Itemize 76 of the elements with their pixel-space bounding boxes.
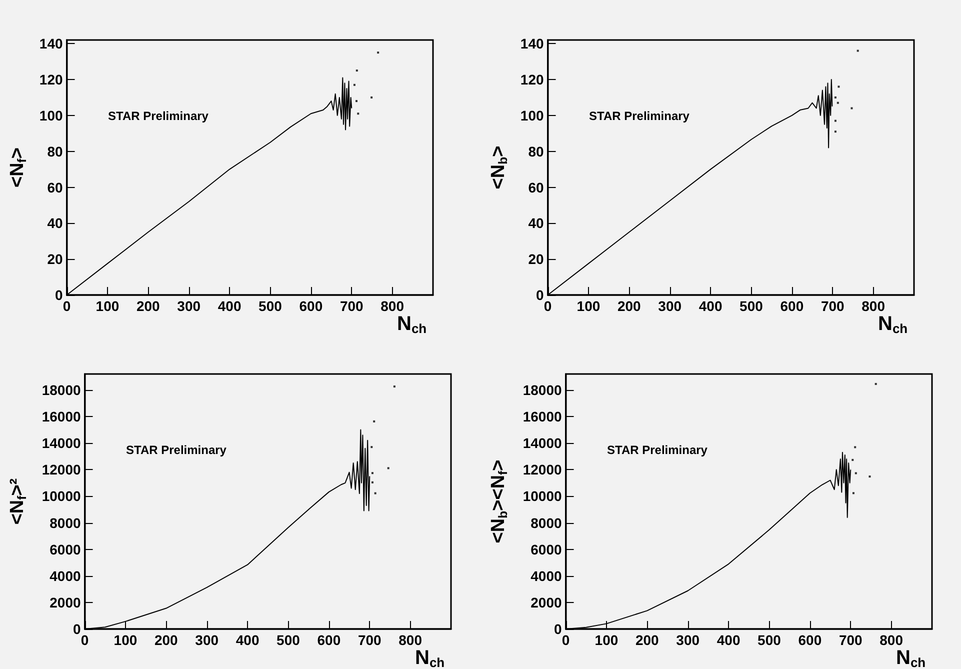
y-tick-label: 120: [39, 72, 63, 88]
x-tick-label: 200: [617, 298, 642, 314]
x-tick-label: 400: [236, 632, 260, 648]
y-tick-label: 0: [554, 621, 562, 637]
y-tick-label: 16000: [42, 408, 81, 424]
x-tick-label: 300: [676, 632, 700, 648]
x-tick-label: 200: [154, 632, 178, 648]
y-tick-label: 20: [47, 251, 63, 268]
y-tick-label: 60: [528, 179, 544, 196]
x-tick-label: 100: [594, 632, 618, 648]
y-tick-label: 8000: [50, 514, 81, 531]
x-tick-label: 400: [698, 298, 722, 314]
y-tick-label: 0: [54, 287, 63, 303]
annotation: STAR Preliminary: [108, 109, 209, 123]
x-tick-label: 800: [862, 298, 886, 314]
x-tick-label: 800: [880, 632, 904, 648]
y-tick-label: 18000: [522, 382, 562, 398]
x-tick-label: 500: [740, 298, 764, 314]
x-tick-label: 700: [358, 632, 382, 648]
y-tick-label: 6000: [50, 541, 81, 558]
x-tick-label: 400: [716, 632, 740, 648]
y-tick-label: 10000: [42, 488, 81, 504]
x-tick-label: 700: [838, 632, 863, 648]
x-tick-label: 200: [136, 298, 160, 314]
y-tick-label: 140: [39, 36, 63, 52]
y-tick-label: 6000: [530, 541, 562, 558]
x-tick-label: 700: [340, 298, 364, 314]
y-tick-label: 14000: [42, 435, 81, 452]
x-tick-label: 600: [798, 632, 822, 648]
y-tick-label: 140: [520, 36, 544, 52]
x-tick-label: 800: [380, 298, 404, 314]
x-tick-label: 600: [780, 298, 804, 314]
y-axis-title: <Nf>: [7, 147, 29, 188]
y-tick-label: 80: [47, 143, 63, 160]
x-tick-label: 300: [195, 632, 219, 648]
x-tick-label: 300: [177, 298, 201, 314]
y-tick-label: 40: [47, 215, 63, 232]
y-tick-label: 20: [528, 251, 544, 268]
y-tick-label: 0: [536, 287, 544, 303]
y-tick-label: 60: [47, 179, 63, 196]
x-tick-label: 600: [299, 298, 323, 314]
y-axis-title: <Nb><Nf>: [488, 460, 510, 544]
y-tick-label: 12000: [42, 462, 81, 478]
y-tick-label: 80: [528, 143, 544, 160]
y-tick-label: 4000: [530, 568, 562, 584]
y-tick-label: 14000: [522, 435, 562, 452]
y-axis-title: <Nf>²: [7, 478, 29, 525]
y-tick-label: 4000: [50, 568, 81, 584]
annotation: STAR Preliminary: [126, 443, 227, 457]
x-tick-label: 500: [276, 632, 300, 648]
x-tick-label: 400: [218, 298, 242, 314]
y-tick-label: 40: [528, 215, 544, 232]
y-tick-label: 16000: [522, 408, 562, 424]
y-tick-label: 12000: [522, 462, 562, 478]
y-tick-label: 120: [520, 72, 544, 88]
x-tick-label: 700: [820, 298, 845, 314]
y-tick-label: 18000: [42, 382, 81, 398]
x-tick-label: 200: [635, 632, 660, 648]
x-tick-label: 100: [576, 298, 600, 314]
x-tick-label: 100: [96, 298, 120, 314]
x-tick-label: 500: [258, 298, 282, 314]
x-tick-label: 300: [658, 298, 682, 314]
y-tick-label: 2000: [50, 594, 81, 610]
x-tick-label: 600: [317, 632, 341, 648]
y-tick-label: 100: [39, 107, 63, 124]
annotation: STAR Preliminary: [607, 443, 708, 457]
x-tick-label: 100: [114, 632, 138, 648]
y-tick-label: 8000: [530, 514, 562, 531]
x-tick-label: 500: [758, 632, 782, 648]
y-tick-label: 100: [520, 107, 544, 124]
y-tick-label: 0: [72, 621, 81, 637]
annotation: STAR Preliminary: [589, 109, 690, 123]
y-tick-label: 2000: [530, 594, 562, 610]
y-axis-title: <Nb>: [488, 146, 510, 190]
x-tick-label: 800: [398, 632, 422, 648]
y-tick-label: 10000: [522, 488, 562, 504]
